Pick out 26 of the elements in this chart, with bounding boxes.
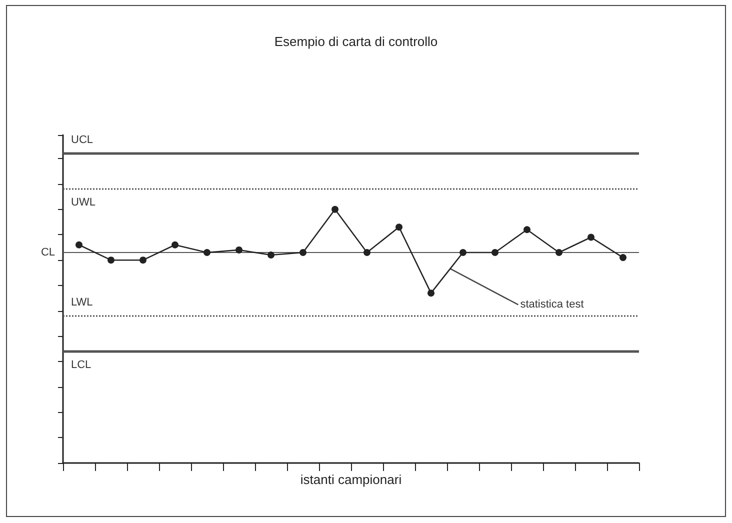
ref-line-label: LWL (71, 296, 93, 308)
x-axis-title: istanti campionari (300, 472, 402, 487)
annotation: statistica test (520, 298, 584, 311)
point (364, 248, 370, 256)
point (396, 224, 402, 231)
point (172, 241, 178, 248)
ref-line-label: UWL (71, 196, 96, 209)
point (76, 241, 82, 248)
point (236, 246, 242, 254)
point (620, 254, 626, 262)
point (460, 248, 466, 256)
point (524, 226, 530, 234)
point (492, 248, 498, 256)
point (556, 248, 562, 256)
point (300, 248, 306, 256)
point (108, 256, 114, 264)
ref-line-label: LCL (71, 358, 92, 371)
point (332, 206, 338, 213)
ref-line-label: CL (40, 246, 55, 258)
point (428, 290, 434, 297)
chart-title: Esempio di carta di controllo (274, 34, 438, 49)
point (140, 256, 146, 264)
point (588, 234, 594, 241)
point (268, 252, 274, 259)
ref-line-label: UCL (71, 134, 94, 146)
point (204, 248, 210, 256)
